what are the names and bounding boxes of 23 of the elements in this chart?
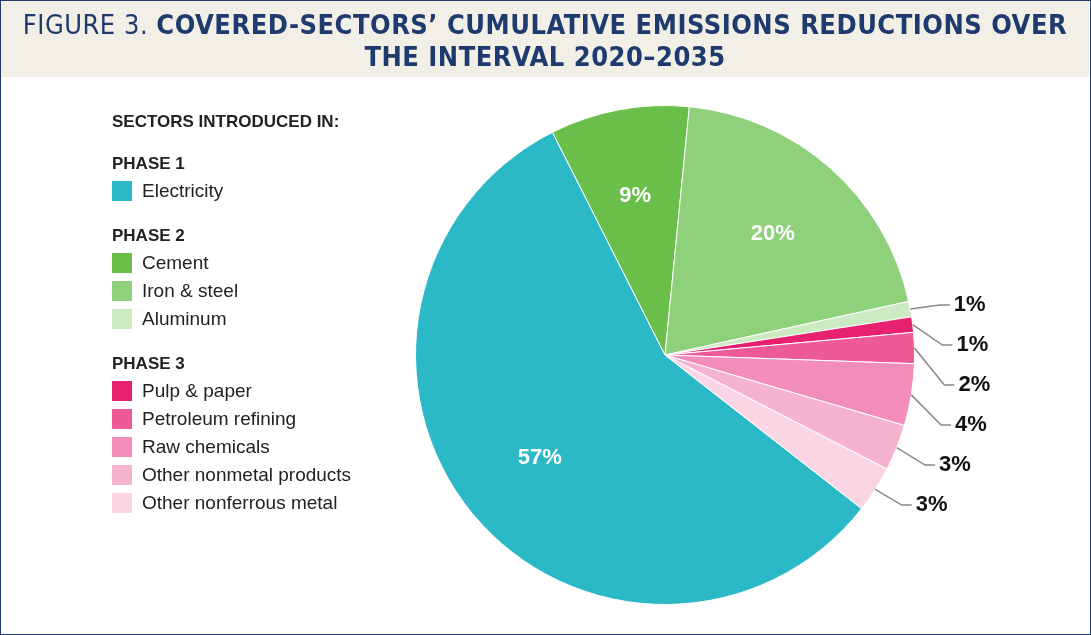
legend-label: Pulp & paper [142, 380, 252, 402]
legend-label: Other nonferrous metal [142, 492, 338, 514]
chart-title: FIGURE 3. COVERED-SECTORS’ CUMULATIVE EMISSIONS REDUCTIONS OVER THE INTERVAL 2020–2035 [22, 9, 1068, 72]
legend-label: Aluminum [142, 308, 227, 330]
legend-label: Electricity [142, 180, 224, 202]
data-label: 3% [915, 491, 948, 517]
data-label: 1% [956, 331, 989, 357]
data-label: 2% [958, 371, 991, 397]
text: PHASE 1 [112, 154, 186, 174]
legend-label: Raw chemicals [142, 436, 270, 458]
data-label: 20% [750, 219, 795, 245]
data-label: 1% [953, 291, 986, 317]
data-label: 4% [955, 411, 987, 437]
legend-label: Petroleum refining [142, 408, 297, 430]
legend-label: Other nonmetal products [142, 464, 352, 486]
legend-label: Cement [142, 252, 209, 274]
legend-label: Iron & steel [142, 280, 239, 302]
data-label: 3% [939, 451, 971, 477]
text: PHASE 3 [112, 354, 186, 374]
data-label: 57% [517, 444, 562, 469]
legend-title: SECTORS INTRODUCED IN: [112, 112, 341, 132]
data-label: 9% [619, 181, 652, 207]
text: PHASE 2 [112, 226, 186, 246]
